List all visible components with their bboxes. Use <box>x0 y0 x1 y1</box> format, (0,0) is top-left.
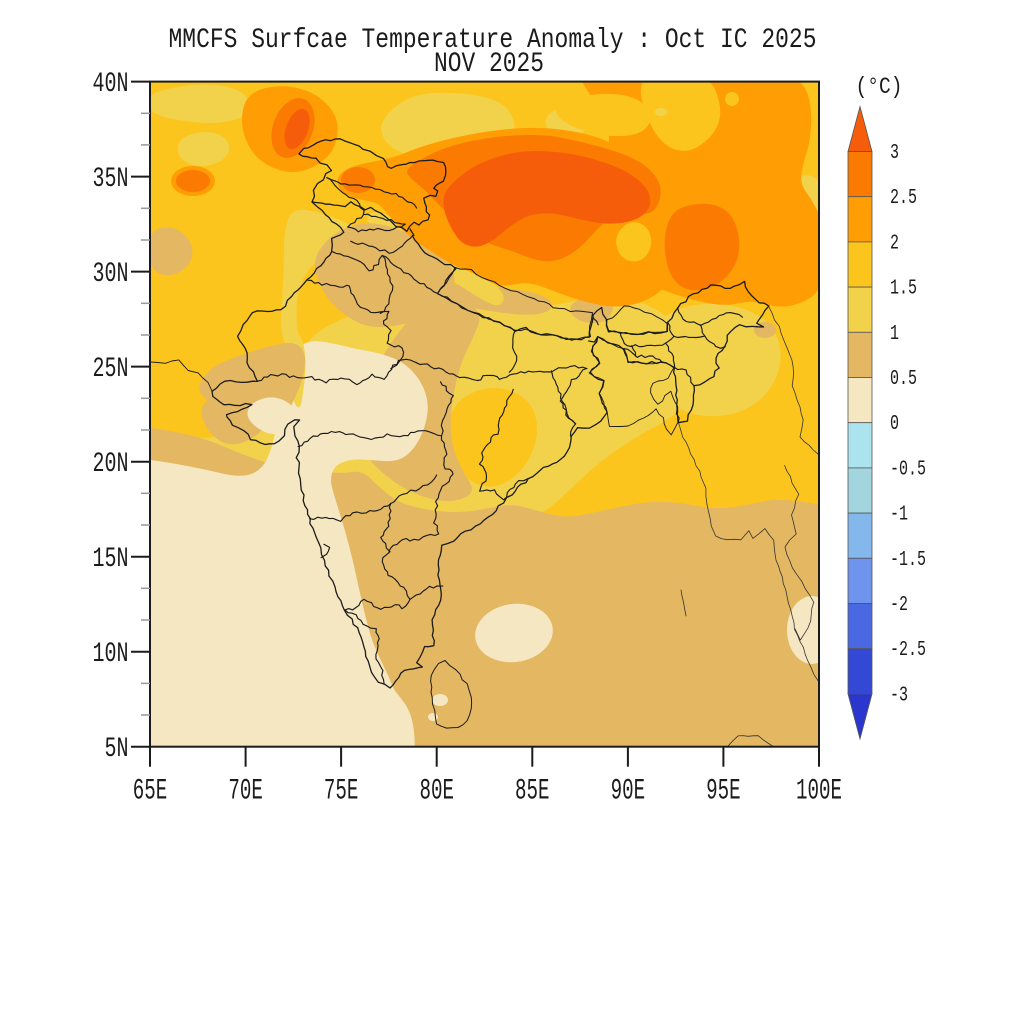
svg-text:3: 3 <box>890 142 899 165</box>
svg-text:(°C): (°C) <box>856 74 903 100</box>
svg-text:1.5: 1.5 <box>890 278 917 301</box>
svg-text:25N: 25N <box>93 354 129 385</box>
svg-text:95E: 95E <box>706 775 741 809</box>
svg-text:-2: -2 <box>890 594 908 617</box>
svg-text:35N: 35N <box>93 164 129 195</box>
svg-text:80E: 80E <box>419 775 454 809</box>
svg-text:65E: 65E <box>133 775 168 809</box>
svg-text:15N: 15N <box>93 544 129 575</box>
svg-text:30N: 30N <box>93 259 129 290</box>
svg-text:40N: 40N <box>93 69 129 100</box>
svg-text:-1: -1 <box>890 504 908 527</box>
svg-text:20N: 20N <box>93 449 129 480</box>
svg-text:NOV 2025: NOV 2025 <box>434 49 544 80</box>
svg-text:70E: 70E <box>228 775 263 809</box>
svg-text:0.5: 0.5 <box>890 368 917 391</box>
svg-text:-3: -3 <box>890 684 908 707</box>
svg-text:90E: 90E <box>611 775 646 809</box>
svg-text:85E: 85E <box>515 775 550 809</box>
svg-text:0: 0 <box>890 413 899 436</box>
svg-text:-1.5: -1.5 <box>890 549 926 572</box>
svg-text:5N: 5N <box>105 734 129 765</box>
svg-text:75E: 75E <box>324 775 359 809</box>
svg-text:-2.5: -2.5 <box>890 639 926 662</box>
svg-text:100E: 100E <box>796 775 842 809</box>
svg-text:10N: 10N <box>93 639 129 670</box>
svg-text:MMCFS Surfcae Temperature Anom: MMCFS Surfcae Temperature Anomaly : Oct … <box>169 25 817 56</box>
svg-text:2: 2 <box>890 232 899 255</box>
svg-text:-0.5: -0.5 <box>890 458 926 481</box>
svg-text:2.5: 2.5 <box>890 187 917 210</box>
svg-text:1: 1 <box>890 323 899 346</box>
